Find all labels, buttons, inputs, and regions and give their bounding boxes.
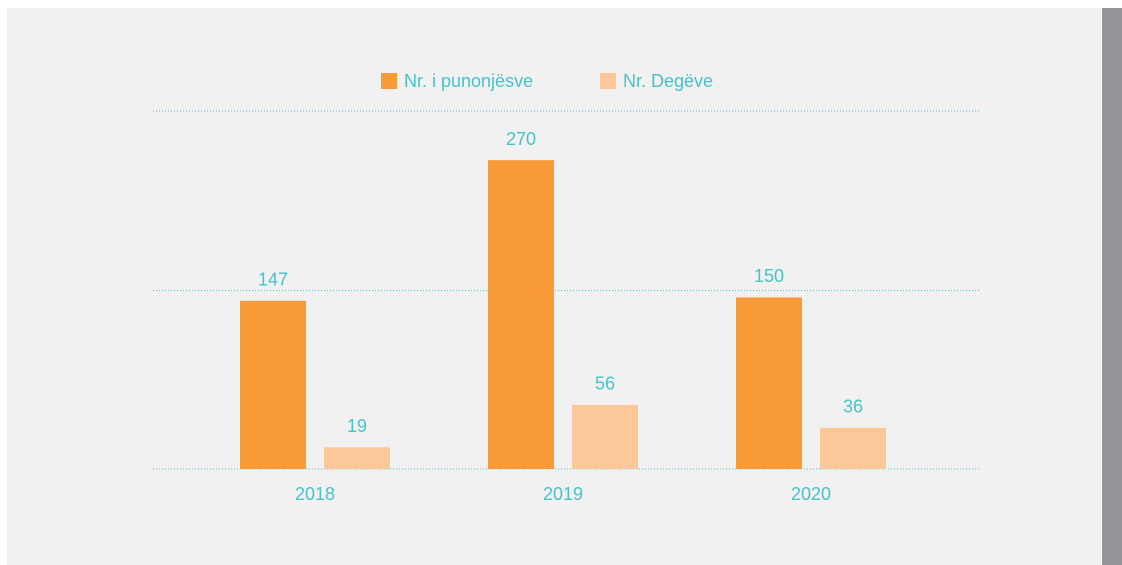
bar	[736, 297, 802, 469]
value-label: 270	[506, 129, 536, 149]
bar	[240, 300, 306, 469]
value-label: 19	[347, 416, 367, 436]
bar	[820, 427, 886, 469]
bar	[488, 160, 554, 469]
value-label: 147	[258, 270, 288, 290]
legend-swatch	[600, 73, 616, 89]
bar	[324, 447, 390, 469]
x-tick-label: 2019	[543, 484, 583, 504]
legend-label: Nr. i punonjësve	[404, 71, 533, 91]
x-tick-label: 2018	[295, 484, 335, 504]
side-bar	[1102, 8, 1122, 565]
value-label: 36	[843, 397, 863, 417]
legend-swatch	[381, 73, 397, 89]
x-tick-label: 2020	[791, 484, 831, 504]
bar	[572, 404, 638, 469]
value-label: 150	[754, 266, 784, 286]
value-label: 56	[595, 374, 615, 394]
legend-label: Nr. Degëve	[623, 71, 713, 91]
